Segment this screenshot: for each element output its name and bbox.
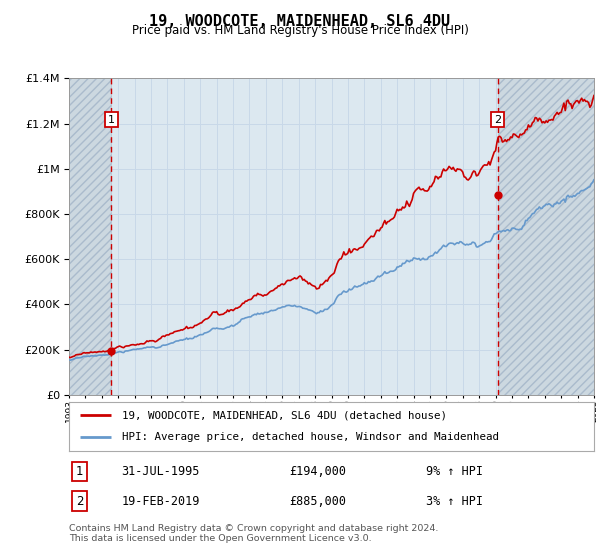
Bar (69, 78, 112, 395)
Text: 1: 1 (108, 115, 115, 124)
Text: Price paid vs. HM Land Registry's House Price Index (HPI): Price paid vs. HM Land Registry's House … (131, 24, 469, 37)
Text: Contains HM Land Registry data © Crown copyright and database right 2024.
This d: Contains HM Land Registry data © Crown c… (69, 524, 439, 543)
Text: £194,000: £194,000 (290, 465, 347, 478)
Text: 9% ↑ HPI: 9% ↑ HPI (426, 465, 483, 478)
Text: 19-FEB-2019: 19-FEB-2019 (121, 494, 200, 507)
Text: £885,000: £885,000 (290, 494, 347, 507)
Text: 3% ↑ HPI: 3% ↑ HPI (426, 494, 483, 507)
Text: 31-JUL-1995: 31-JUL-1995 (121, 465, 200, 478)
Text: 19, WOODCOTE, MAIDENHEAD, SL6 4DU (detached house): 19, WOODCOTE, MAIDENHEAD, SL6 4DU (detac… (121, 410, 446, 421)
Text: HPI: Average price, detached house, Windsor and Maidenhead: HPI: Average price, detached house, Wind… (121, 432, 499, 442)
Text: 2: 2 (494, 115, 501, 124)
Text: 19, WOODCOTE, MAIDENHEAD, SL6 4DU: 19, WOODCOTE, MAIDENHEAD, SL6 4DU (149, 14, 451, 29)
Bar (497, 78, 594, 395)
Text: 1: 1 (76, 465, 83, 478)
Text: 2: 2 (76, 494, 83, 507)
